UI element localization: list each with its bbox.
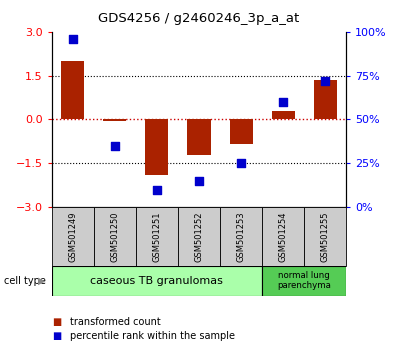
Bar (94, 207, 136, 266)
Point (112, 143, 118, 149)
Point (322, 78, 328, 84)
Bar (145, 120, 168, 175)
Text: ■: ■ (52, 317, 61, 327)
Point (154, 187, 160, 193)
Point (238, 160, 244, 166)
Text: percentile rank within the sample: percentile rank within the sample (70, 331, 235, 341)
Text: cell type: cell type (4, 275, 46, 286)
Text: GSM501251: GSM501251 (152, 211, 162, 262)
Text: GSM501255: GSM501255 (321, 211, 330, 262)
Text: ▶: ▶ (38, 275, 45, 286)
Bar (314, 80, 337, 120)
Text: GSM501253: GSM501253 (236, 211, 246, 262)
Text: GSM501254: GSM501254 (279, 211, 288, 262)
Bar (304, 207, 346, 266)
Bar (52, 266, 262, 296)
Point (70, 36, 76, 42)
Bar (262, 207, 304, 266)
Text: GSM501250: GSM501250 (110, 211, 119, 262)
Bar (52, 207, 94, 266)
Text: GSM501249: GSM501249 (68, 211, 77, 262)
Text: GDS4256 / g2460246_3p_a_at: GDS4256 / g2460246_3p_a_at (98, 12, 300, 25)
Bar (136, 207, 178, 266)
Bar (271, 111, 295, 120)
Bar (262, 266, 346, 296)
Bar (220, 207, 262, 266)
Text: GSM501252: GSM501252 (195, 211, 203, 262)
Bar (178, 207, 220, 266)
Bar (103, 120, 127, 121)
Text: normal lung
parenchyma: normal lung parenchyma (277, 271, 331, 290)
Bar (61, 61, 84, 120)
Text: ■: ■ (52, 331, 61, 341)
Point (196, 178, 202, 184)
Point (280, 99, 286, 105)
Text: caseous TB granulomas: caseous TB granulomas (90, 275, 223, 286)
Bar (187, 120, 211, 154)
Text: transformed count: transformed count (70, 317, 160, 327)
Bar (230, 120, 253, 144)
